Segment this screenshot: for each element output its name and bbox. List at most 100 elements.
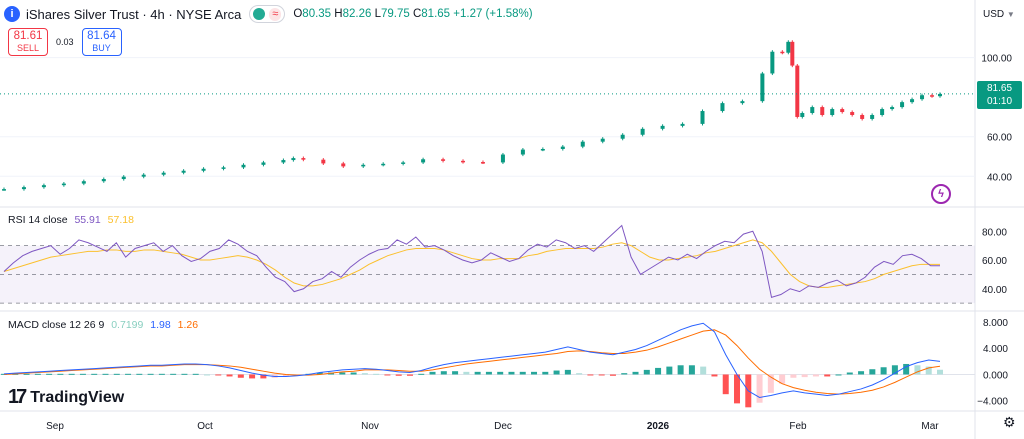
candle-body <box>341 163 346 167</box>
macd-histogram-bar <box>46 373 53 375</box>
macd-signal-line <box>3 329 941 395</box>
tradingview-logo-text: TradingView <box>30 388 125 406</box>
macd-histogram-bar <box>598 374 605 376</box>
candle-body <box>41 185 46 188</box>
macd-histogram-bar <box>474 371 481 375</box>
candle-body <box>261 162 266 165</box>
time-axis-label: Oct <box>197 421 213 432</box>
candle-body <box>740 101 745 104</box>
macd-histogram-bar <box>587 374 594 376</box>
macd-histogram-bar <box>621 373 628 375</box>
price-tick-label: 100.00 <box>981 54 1012 65</box>
time-axis-label: Sep <box>46 421 64 432</box>
open-label: O <box>293 8 303 20</box>
macd-histogram-bar <box>632 371 639 375</box>
candle-body <box>680 123 685 126</box>
candle-body <box>241 164 246 168</box>
macd-histogram-bar <box>282 374 289 377</box>
tradingview-logo-mark: 17 <box>8 386 27 408</box>
bar-countdown: 01:10 <box>986 95 1013 107</box>
open-value: 80.35 <box>302 8 332 20</box>
last-price-value: 81.65 <box>986 82 1013 94</box>
candle-body <box>2 189 6 191</box>
macd-histogram-bar <box>158 373 165 375</box>
time-axis-label: Dec <box>494 421 512 432</box>
macd-histogram-bar <box>79 373 86 375</box>
rsi-ma-legend-value: 57.18 <box>107 214 134 226</box>
candle-body <box>720 103 725 112</box>
compare-icon[interactable]: ≈ <box>269 7 282 21</box>
sell-price: 81.61 <box>13 30 43 42</box>
trade-panel: 81.61 SELL 0.03 81.64 BUY <box>8 28 122 56</box>
macd-histogram-bar <box>463 371 470 375</box>
time-axis-label: 2026 <box>647 421 670 432</box>
rsi-ma-line <box>3 239 940 288</box>
sell-button[interactable]: 81.61 SELL <box>8 28 48 56</box>
candle-body <box>560 146 565 149</box>
candle-body <box>810 107 815 114</box>
macd-histogram-bar <box>440 371 447 375</box>
candle-body <box>141 174 146 177</box>
candle-body <box>700 111 705 124</box>
macd-histogram-bar <box>655 367 662 375</box>
currency-selector[interactable]: USD ▼ <box>983 9 1015 20</box>
macd-histogram-bar <box>249 374 256 379</box>
rsi-legend[interactable]: RSI 14 close 55.91 57.18 <box>8 214 134 226</box>
buy-button[interactable]: 81.64 BUY <box>81 28 122 56</box>
candle-body <box>480 162 485 164</box>
macd-histogram-bar <box>790 374 797 378</box>
macd-line-legend-value: 1.98 <box>150 319 171 331</box>
macd-tick-label: −4.000 <box>977 397 1008 408</box>
buy-price: 81.64 <box>87 30 116 42</box>
macd-histogram-bar <box>34 373 41 375</box>
sell-label: SELL <box>16 43 40 53</box>
candle-body <box>61 183 66 186</box>
candle-body <box>181 170 186 173</box>
ohlc-values: O80.35 H82.26 L79.75 C81.65 +1.27 (+1.58… <box>293 8 532 20</box>
candle-body <box>860 114 865 119</box>
candle-body <box>121 176 126 180</box>
candle-body <box>421 159 426 163</box>
symbol-info-icon[interactable]: i <box>4 6 20 22</box>
macd-histogram-bar <box>846 372 853 375</box>
spread-value: 0.03 <box>56 37 74 47</box>
macd-legend[interactable]: MACD close 12 26 9 0.7199 1.98 1.26 <box>8 319 198 331</box>
candle-body <box>381 163 386 166</box>
macd-histogram-bar <box>553 370 560 375</box>
macd-histogram-bar <box>824 374 831 377</box>
rsi-legend-value: 55.91 <box>74 214 101 226</box>
settings-gear-icon[interactable]: ⚙ <box>1003 414 1016 430</box>
tradingview-logo[interactable]: 17 TradingView <box>8 386 124 409</box>
close-label: C <box>412 8 422 20</box>
macd-histogram-bar <box>801 374 808 378</box>
candle-body <box>938 93 942 97</box>
macd-histogram-bar <box>136 373 143 375</box>
candle-body <box>281 160 286 163</box>
macd-histogram-bar <box>722 374 729 395</box>
chart-header: i iShares Silver Trust · 4h · NYSE Arca … <box>4 4 533 24</box>
macd-histogram-bar <box>237 374 244 378</box>
lightning-icon[interactable]: ϟ <box>931 184 951 204</box>
macd-histogram-bar <box>170 373 177 375</box>
candle-body <box>520 149 525 155</box>
candle-body <box>321 159 326 164</box>
time-axis-label: Feb <box>789 421 807 432</box>
macd-histogram-bar <box>23 373 30 375</box>
chart-title[interactable]: iShares Silver Trust · 4h · NYSE Arca <box>26 6 242 22</box>
candle-body <box>540 148 545 151</box>
macd-histogram-bar <box>350 372 357 375</box>
macd-histogram-bar <box>914 365 921 375</box>
candle-body <box>820 107 825 115</box>
macd-histogram-bar <box>666 366 673 375</box>
time-axis-label: Nov <box>361 421 379 432</box>
indicator-toggle[interactable]: ≈ <box>249 5 286 23</box>
macd-histogram-bar <box>361 373 368 375</box>
macd-histogram-bar <box>835 374 842 376</box>
macd-histogram-bar <box>316 372 323 375</box>
time-axis-label: Mar <box>921 421 939 432</box>
candle-body <box>660 125 665 129</box>
macd-histogram-bar <box>767 374 774 393</box>
macd-histogram-bar <box>869 369 876 375</box>
macd-histogram-bar <box>519 371 526 375</box>
